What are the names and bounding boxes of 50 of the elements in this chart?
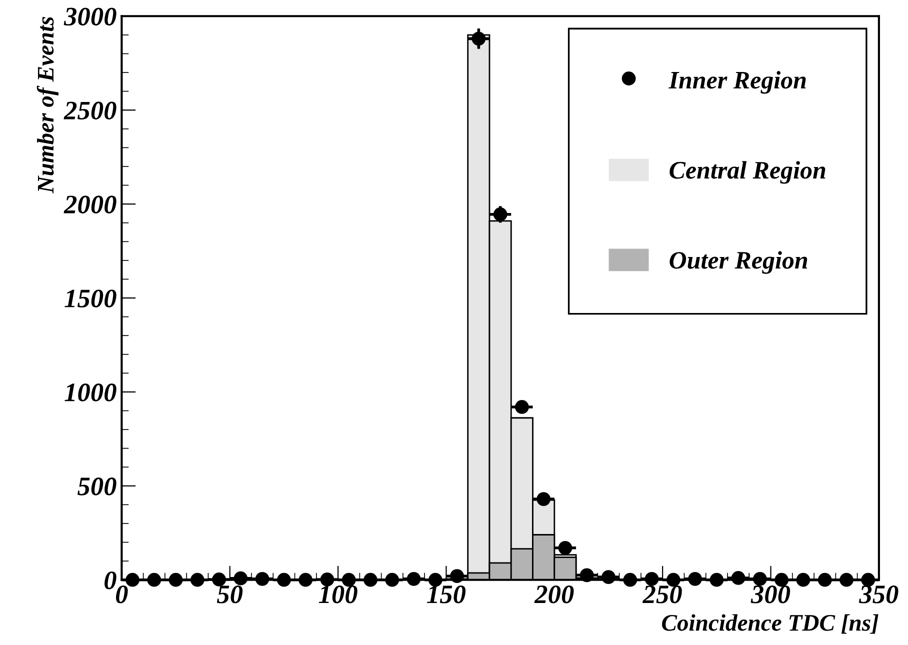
point bbox=[472, 32, 486, 46]
point bbox=[558, 540, 572, 555]
x-tick-label: 300 bbox=[750, 585, 790, 604]
point bbox=[212, 572, 226, 586]
point bbox=[277, 572, 291, 587]
x-tick-label: 200 bbox=[534, 585, 574, 604]
point bbox=[536, 492, 551, 506]
point bbox=[320, 572, 334, 586]
point bbox=[515, 400, 529, 414]
x-tick-label: 350 bbox=[858, 585, 898, 604]
point bbox=[255, 572, 270, 586]
point bbox=[147, 572, 162, 587]
point bbox=[126, 572, 140, 587]
y-tick-label: 0 bbox=[104, 571, 116, 590]
y-tick-label: 2000 bbox=[64, 196, 116, 214]
y-tick-label: 2500 bbox=[64, 102, 116, 120]
point bbox=[840, 572, 854, 587]
y-tick-label: 1500 bbox=[64, 290, 116, 308]
legend-label: Outer Region bbox=[670, 251, 808, 274]
legend-label: Central Region bbox=[670, 161, 826, 184]
y-tick-label: 500 bbox=[78, 478, 116, 496]
legend-label: Inner Region bbox=[668, 71, 806, 94]
point bbox=[406, 572, 421, 586]
x-tick-label: 100 bbox=[318, 585, 358, 604]
point bbox=[168, 572, 183, 587]
x-tick-label: 0 bbox=[116, 585, 128, 604]
x-tick-label: 150 bbox=[427, 585, 466, 604]
point bbox=[385, 572, 400, 587]
point bbox=[688, 572, 702, 586]
y-tick-label: 1000 bbox=[64, 384, 116, 402]
point bbox=[234, 571, 248, 586]
x-tick-label: 50 bbox=[216, 585, 243, 604]
point bbox=[298, 572, 313, 587]
point bbox=[818, 572, 832, 587]
point bbox=[753, 572, 767, 586]
point bbox=[644, 572, 659, 586]
point bbox=[796, 572, 810, 587]
point bbox=[710, 572, 724, 587]
point bbox=[450, 569, 464, 584]
x-axis-title: Coincidence TDC [ns] bbox=[662, 614, 878, 634]
point bbox=[580, 568, 594, 582]
point bbox=[623, 572, 638, 587]
point bbox=[190, 572, 204, 587]
point bbox=[493, 207, 508, 222]
y-axis-title: Number of Events bbox=[36, 16, 58, 194]
x-tick-label: 250 bbox=[642, 585, 682, 604]
point bbox=[731, 571, 746, 585]
point bbox=[364, 572, 378, 587]
y-tick-label: 3000 bbox=[64, 8, 116, 26]
point bbox=[602, 570, 616, 584]
